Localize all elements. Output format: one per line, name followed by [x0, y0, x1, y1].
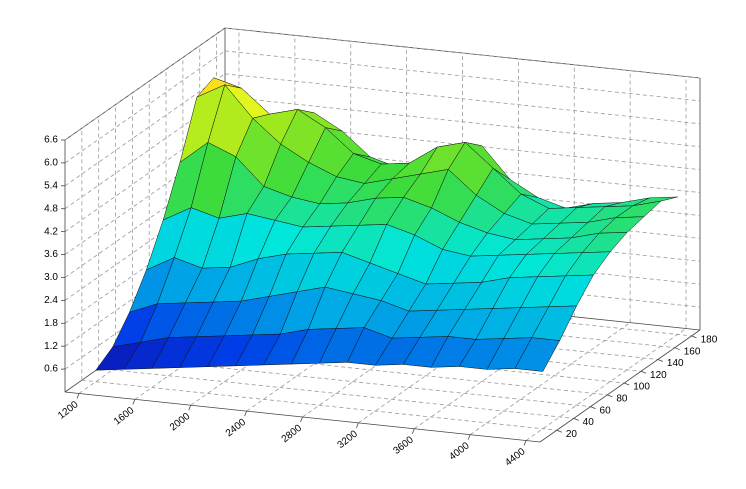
x-tick — [411, 428, 415, 434]
x-tick-label: 1600 — [112, 405, 137, 428]
z-tick-label: 4.8 — [44, 203, 58, 214]
y-tick-label: 80 — [616, 393, 628, 404]
box-edge — [539, 329, 701, 443]
x-tick — [188, 405, 192, 411]
x-tick-label: 3200 — [336, 428, 361, 451]
y-tick-label: 40 — [583, 417, 595, 428]
y-tick — [691, 335, 697, 339]
z-tick-label: 0.6 — [44, 364, 58, 375]
grid-line — [469, 322, 631, 435]
grid-line — [64, 27, 226, 141]
x-tick-label: 2800 — [280, 423, 305, 446]
x-tick-label: 1200 — [56, 399, 81, 422]
y-tick-label: 20 — [566, 429, 578, 440]
y-tick — [624, 382, 630, 386]
y-tick — [657, 359, 664, 362]
x-tick — [467, 434, 471, 440]
x-tick — [523, 440, 527, 446]
y-tick — [674, 347, 680, 351]
y-tick — [556, 429, 562, 433]
z-tick-label: 6.6 — [44, 135, 58, 146]
y-tick — [640, 370, 647, 374]
y-tick-label: 140 — [667, 358, 684, 369]
z-tick-label: 1.2 — [44, 341, 58, 352]
z-tick-label: 1.8 — [44, 318, 58, 329]
y-tick — [573, 418, 579, 421]
z-tick-label: 5.4 — [44, 180, 58, 191]
y-tick-label: 120 — [650, 370, 667, 381]
z-tick-label: 2.4 — [44, 295, 58, 306]
x-tick — [244, 410, 247, 417]
x-tick-label: 2400 — [224, 417, 249, 440]
y-tick-label: 180 — [701, 335, 718, 346]
surface-cell — [514, 337, 561, 372]
y-tick-label: 160 — [684, 346, 701, 357]
x-tick-label: 2000 — [168, 411, 193, 434]
z-tick-label: 3.6 — [44, 249, 58, 260]
grid-line — [64, 50, 226, 164]
grid-line — [224, 27, 701, 79]
grid-line — [98, 368, 574, 419]
x-tick — [356, 422, 359, 429]
y-tick-label: 60 — [600, 405, 612, 416]
grid-line — [224, 50, 701, 102]
z-tick-label: 6.0 — [44, 158, 58, 169]
z-tick-label: 4.2 — [44, 226, 58, 237]
grid-line — [525, 328, 687, 441]
z-tick-label: 3.0 — [44, 272, 58, 283]
x-tick — [300, 416, 303, 423]
y-tick — [590, 406, 596, 410]
y-tick — [607, 394, 613, 398]
y-tick-label: 100 — [633, 382, 650, 393]
x-tick-label: 4000 — [447, 440, 472, 463]
x-tick-label: 3600 — [391, 434, 416, 457]
grid-line — [64, 73, 226, 187]
x-tick-label: 4400 — [503, 446, 528, 469]
grid-line — [81, 379, 557, 431]
x-tick — [76, 393, 80, 399]
x-tick — [132, 399, 136, 405]
